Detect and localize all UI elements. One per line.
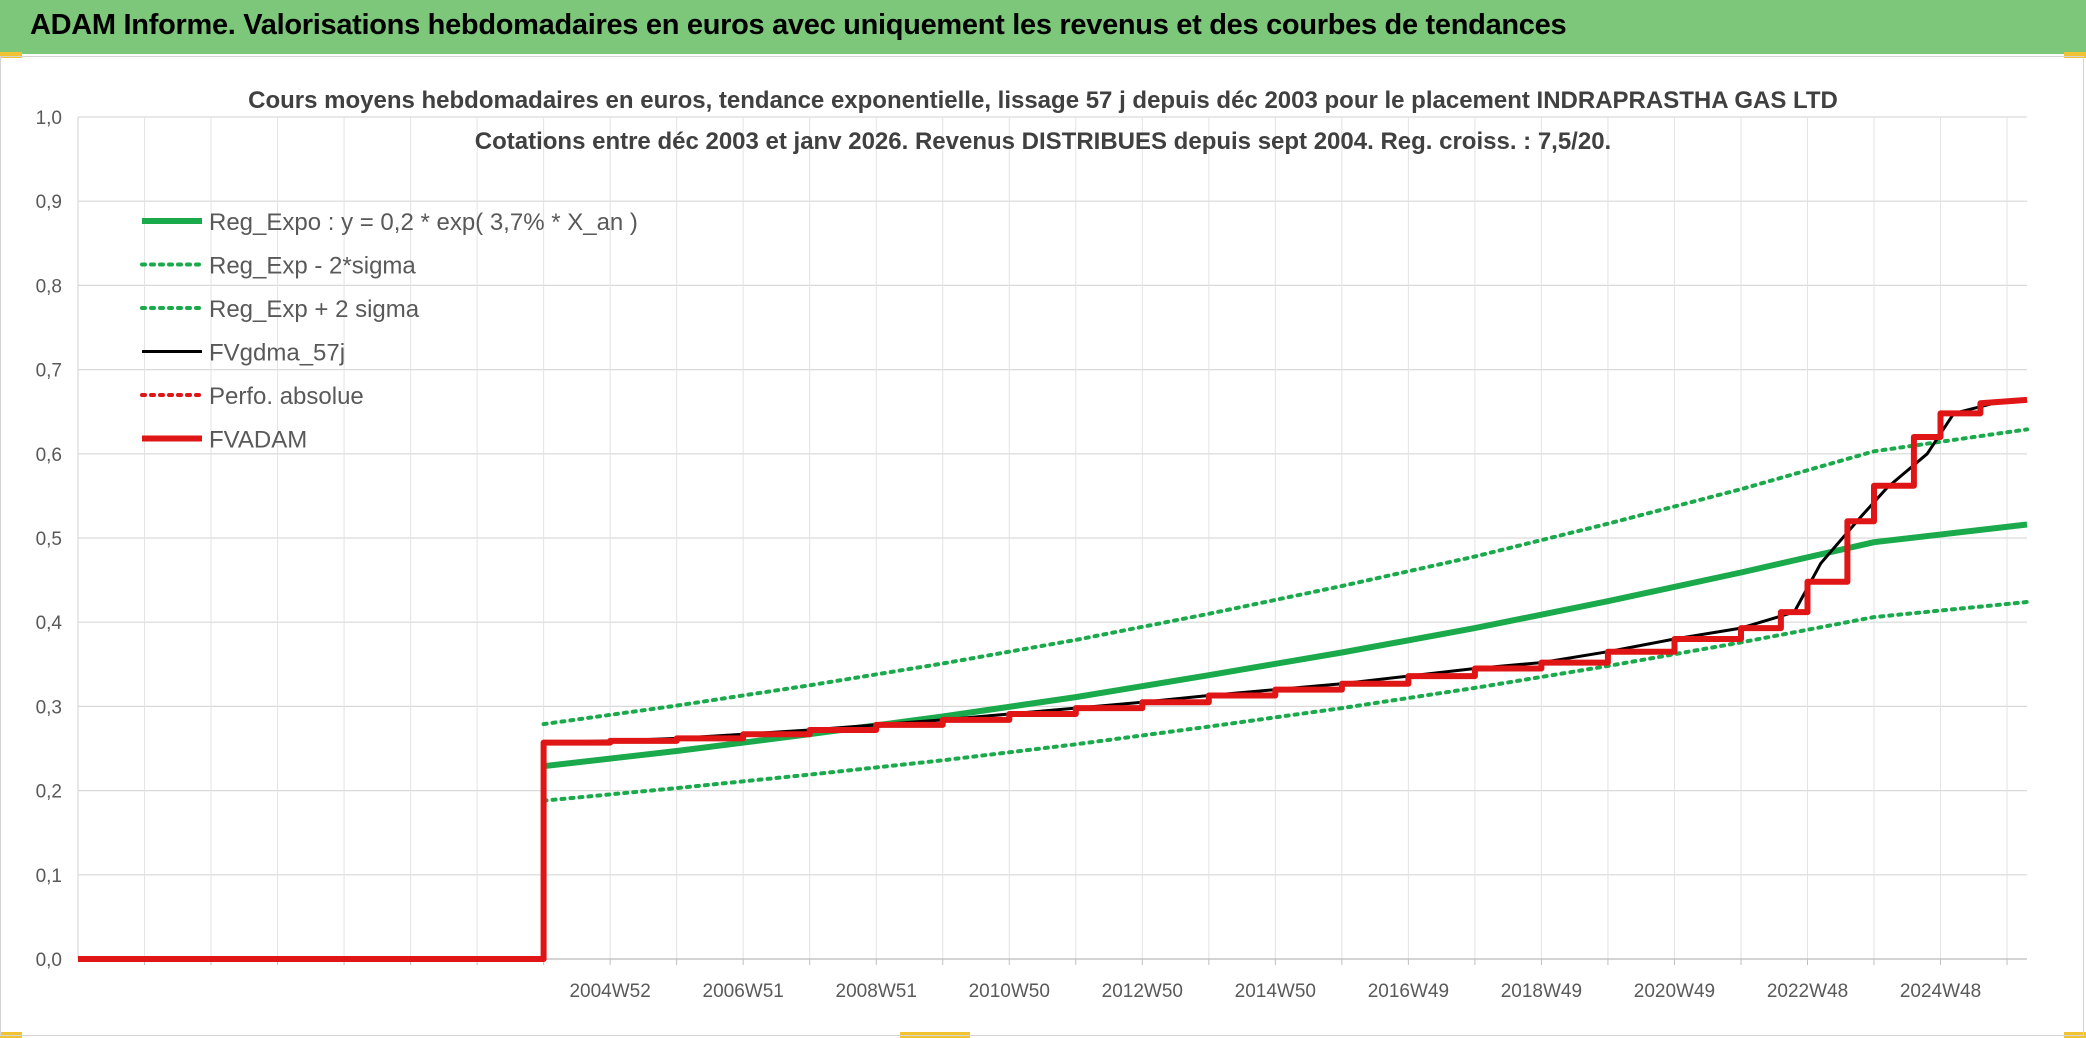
report-title: ADAM Informe. Valorisations hebdomadaire… bbox=[30, 9, 1567, 41]
x-tick-label: 2020W49 bbox=[1634, 981, 1715, 1002]
x-tick-label: 2010W50 bbox=[969, 981, 1050, 1002]
legend-label: Reg_Expo : y = 0,2 * exp( 3,7% * X_an ) bbox=[209, 209, 638, 236]
legend-label: Reg_Exp + 2 sigma bbox=[209, 296, 420, 323]
chart-legend: Reg_Expo : y = 0,2 * exp( 3,7% * X_an ) R… bbox=[140, 209, 638, 454]
y-tick-label: 0,1 bbox=[36, 866, 62, 887]
y-tick-label: 0,3 bbox=[36, 697, 62, 718]
x-tick-label: 2006W51 bbox=[703, 981, 784, 1002]
x-tick-label: 2016W49 bbox=[1368, 981, 1449, 1002]
y-tick-label: 0,6 bbox=[36, 445, 62, 466]
y-tick-label: 0,5 bbox=[36, 529, 62, 550]
series-line bbox=[541, 600, 2029, 803]
series-line bbox=[78, 396, 2028, 962]
x-tick-label: 2014W50 bbox=[1235, 981, 1316, 1002]
legend-label: Perfo. absolue bbox=[209, 383, 364, 410]
series-line bbox=[541, 427, 2029, 727]
x-tick-label: 2008W51 bbox=[836, 981, 917, 1002]
x-axis-tick-labels: 2004W52 2006W51 2008W51 2010W50 2012W50 2014W… bbox=[569, 981, 1981, 1002]
chart-gridlines bbox=[77, 116, 2027, 965]
chart-title-line1: Cours moyens hebdomadaires en euros, ten… bbox=[248, 87, 1838, 114]
legend-label: FVgdma_57j bbox=[209, 340, 345, 367]
y-tick-label: 0,4 bbox=[36, 613, 63, 634]
corner-accent-left bbox=[0, 52, 22, 58]
x-tick-label: 2022W48 bbox=[1767, 981, 1848, 1002]
y-tick-label: 0,9 bbox=[36, 192, 62, 213]
chart-series bbox=[78, 396, 2029, 962]
corner-accent-right bbox=[2064, 52, 2086, 58]
x-tick-label: 2018W49 bbox=[1501, 981, 1582, 1002]
x-tick-label: 2012W50 bbox=[1102, 981, 1183, 1002]
chart-title-line2: Cotations entre déc 2003 et janv 2026. R… bbox=[475, 128, 1611, 155]
report-header: ADAM Informe. Valorisations hebdomadaire… bbox=[0, 0, 2086, 54]
y-axis-tick-labels: 0,0 0,1 0,2 0,3 0,4 0,5 0,6 0,7 0,8 0,9 1,0 bbox=[36, 108, 63, 971]
y-tick-label: 0,8 bbox=[36, 276, 62, 297]
legend-label: FVADAM bbox=[209, 427, 307, 454]
series-line bbox=[543, 521, 2028, 770]
legend-label: Reg_Exp - 2*sigma bbox=[209, 253, 416, 280]
chart-frame bbox=[0, 56, 2084, 1036]
x-tick-label: 2004W52 bbox=[569, 981, 650, 1002]
y-tick-label: 0,2 bbox=[36, 782, 62, 803]
x-tick-label: 2024W48 bbox=[1900, 981, 1981, 1002]
y-tick-label: 0,0 bbox=[36, 950, 62, 971]
y-tick-label: 1,0 bbox=[36, 108, 62, 129]
y-tick-label: 0,7 bbox=[36, 361, 62, 382]
